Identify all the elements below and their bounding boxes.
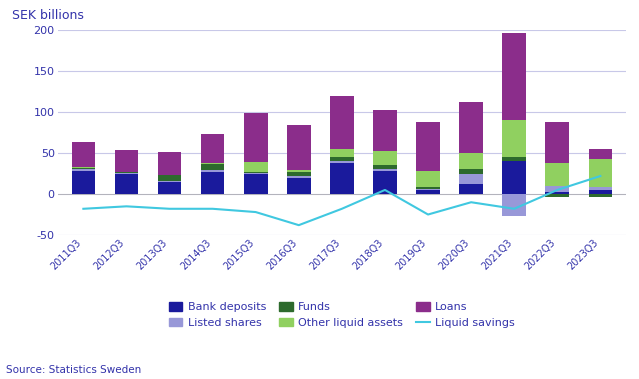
Bar xyxy=(287,176,311,178)
Bar xyxy=(287,125,311,170)
Bar xyxy=(244,162,268,172)
Bar xyxy=(589,149,612,159)
Bar xyxy=(546,122,569,163)
Bar xyxy=(373,169,397,171)
Bar xyxy=(546,193,569,194)
Bar xyxy=(416,188,440,189)
Bar xyxy=(72,171,95,194)
Bar xyxy=(459,153,483,169)
Bar xyxy=(158,182,181,194)
Bar xyxy=(330,163,354,194)
Bar xyxy=(502,121,526,157)
Bar xyxy=(546,163,569,186)
Bar xyxy=(72,169,95,171)
Bar xyxy=(244,172,268,173)
Bar xyxy=(72,143,95,167)
Bar xyxy=(158,152,181,175)
Bar xyxy=(201,172,224,194)
Bar xyxy=(459,169,483,174)
Bar xyxy=(589,159,612,188)
Bar xyxy=(589,190,612,194)
Bar xyxy=(287,170,311,172)
Text: Source: Statistics Sweden: Source: Statistics Sweden xyxy=(6,365,142,375)
Bar xyxy=(416,189,440,190)
Bar xyxy=(114,173,138,174)
Bar xyxy=(72,168,95,169)
Bar xyxy=(373,165,397,169)
Bar xyxy=(459,174,483,184)
Bar xyxy=(502,33,526,121)
Bar xyxy=(158,175,181,181)
Bar xyxy=(416,122,440,171)
Bar xyxy=(114,150,138,172)
Bar xyxy=(330,157,354,161)
Bar xyxy=(201,164,224,170)
Bar xyxy=(244,174,268,194)
Bar xyxy=(330,149,354,157)
Bar xyxy=(330,161,354,163)
Bar xyxy=(459,184,483,194)
Bar xyxy=(373,110,397,151)
Bar xyxy=(114,172,138,173)
Bar xyxy=(287,172,311,176)
Bar xyxy=(416,190,440,194)
Bar xyxy=(201,134,224,163)
Bar xyxy=(158,181,181,182)
Bar xyxy=(589,188,612,190)
Bar xyxy=(330,96,354,149)
Bar xyxy=(114,174,138,194)
Bar xyxy=(244,113,268,162)
Bar xyxy=(373,171,397,194)
Bar xyxy=(502,157,526,161)
Bar xyxy=(201,170,224,172)
Bar xyxy=(546,194,569,197)
Legend: Bank deposits, Listed shares, Funds, Other liquid assets, Loans, Liquid savings: Bank deposits, Listed shares, Funds, Oth… xyxy=(164,298,520,332)
Bar xyxy=(502,161,526,194)
Bar xyxy=(502,194,526,216)
Bar xyxy=(416,171,440,188)
Bar xyxy=(459,102,483,153)
Bar xyxy=(373,151,397,165)
Bar xyxy=(589,194,612,197)
Bar xyxy=(546,186,569,193)
Bar xyxy=(72,167,95,168)
Text: SEK billions: SEK billions xyxy=(12,9,84,22)
Bar xyxy=(244,173,268,174)
Bar xyxy=(201,163,224,164)
Bar xyxy=(287,178,311,194)
